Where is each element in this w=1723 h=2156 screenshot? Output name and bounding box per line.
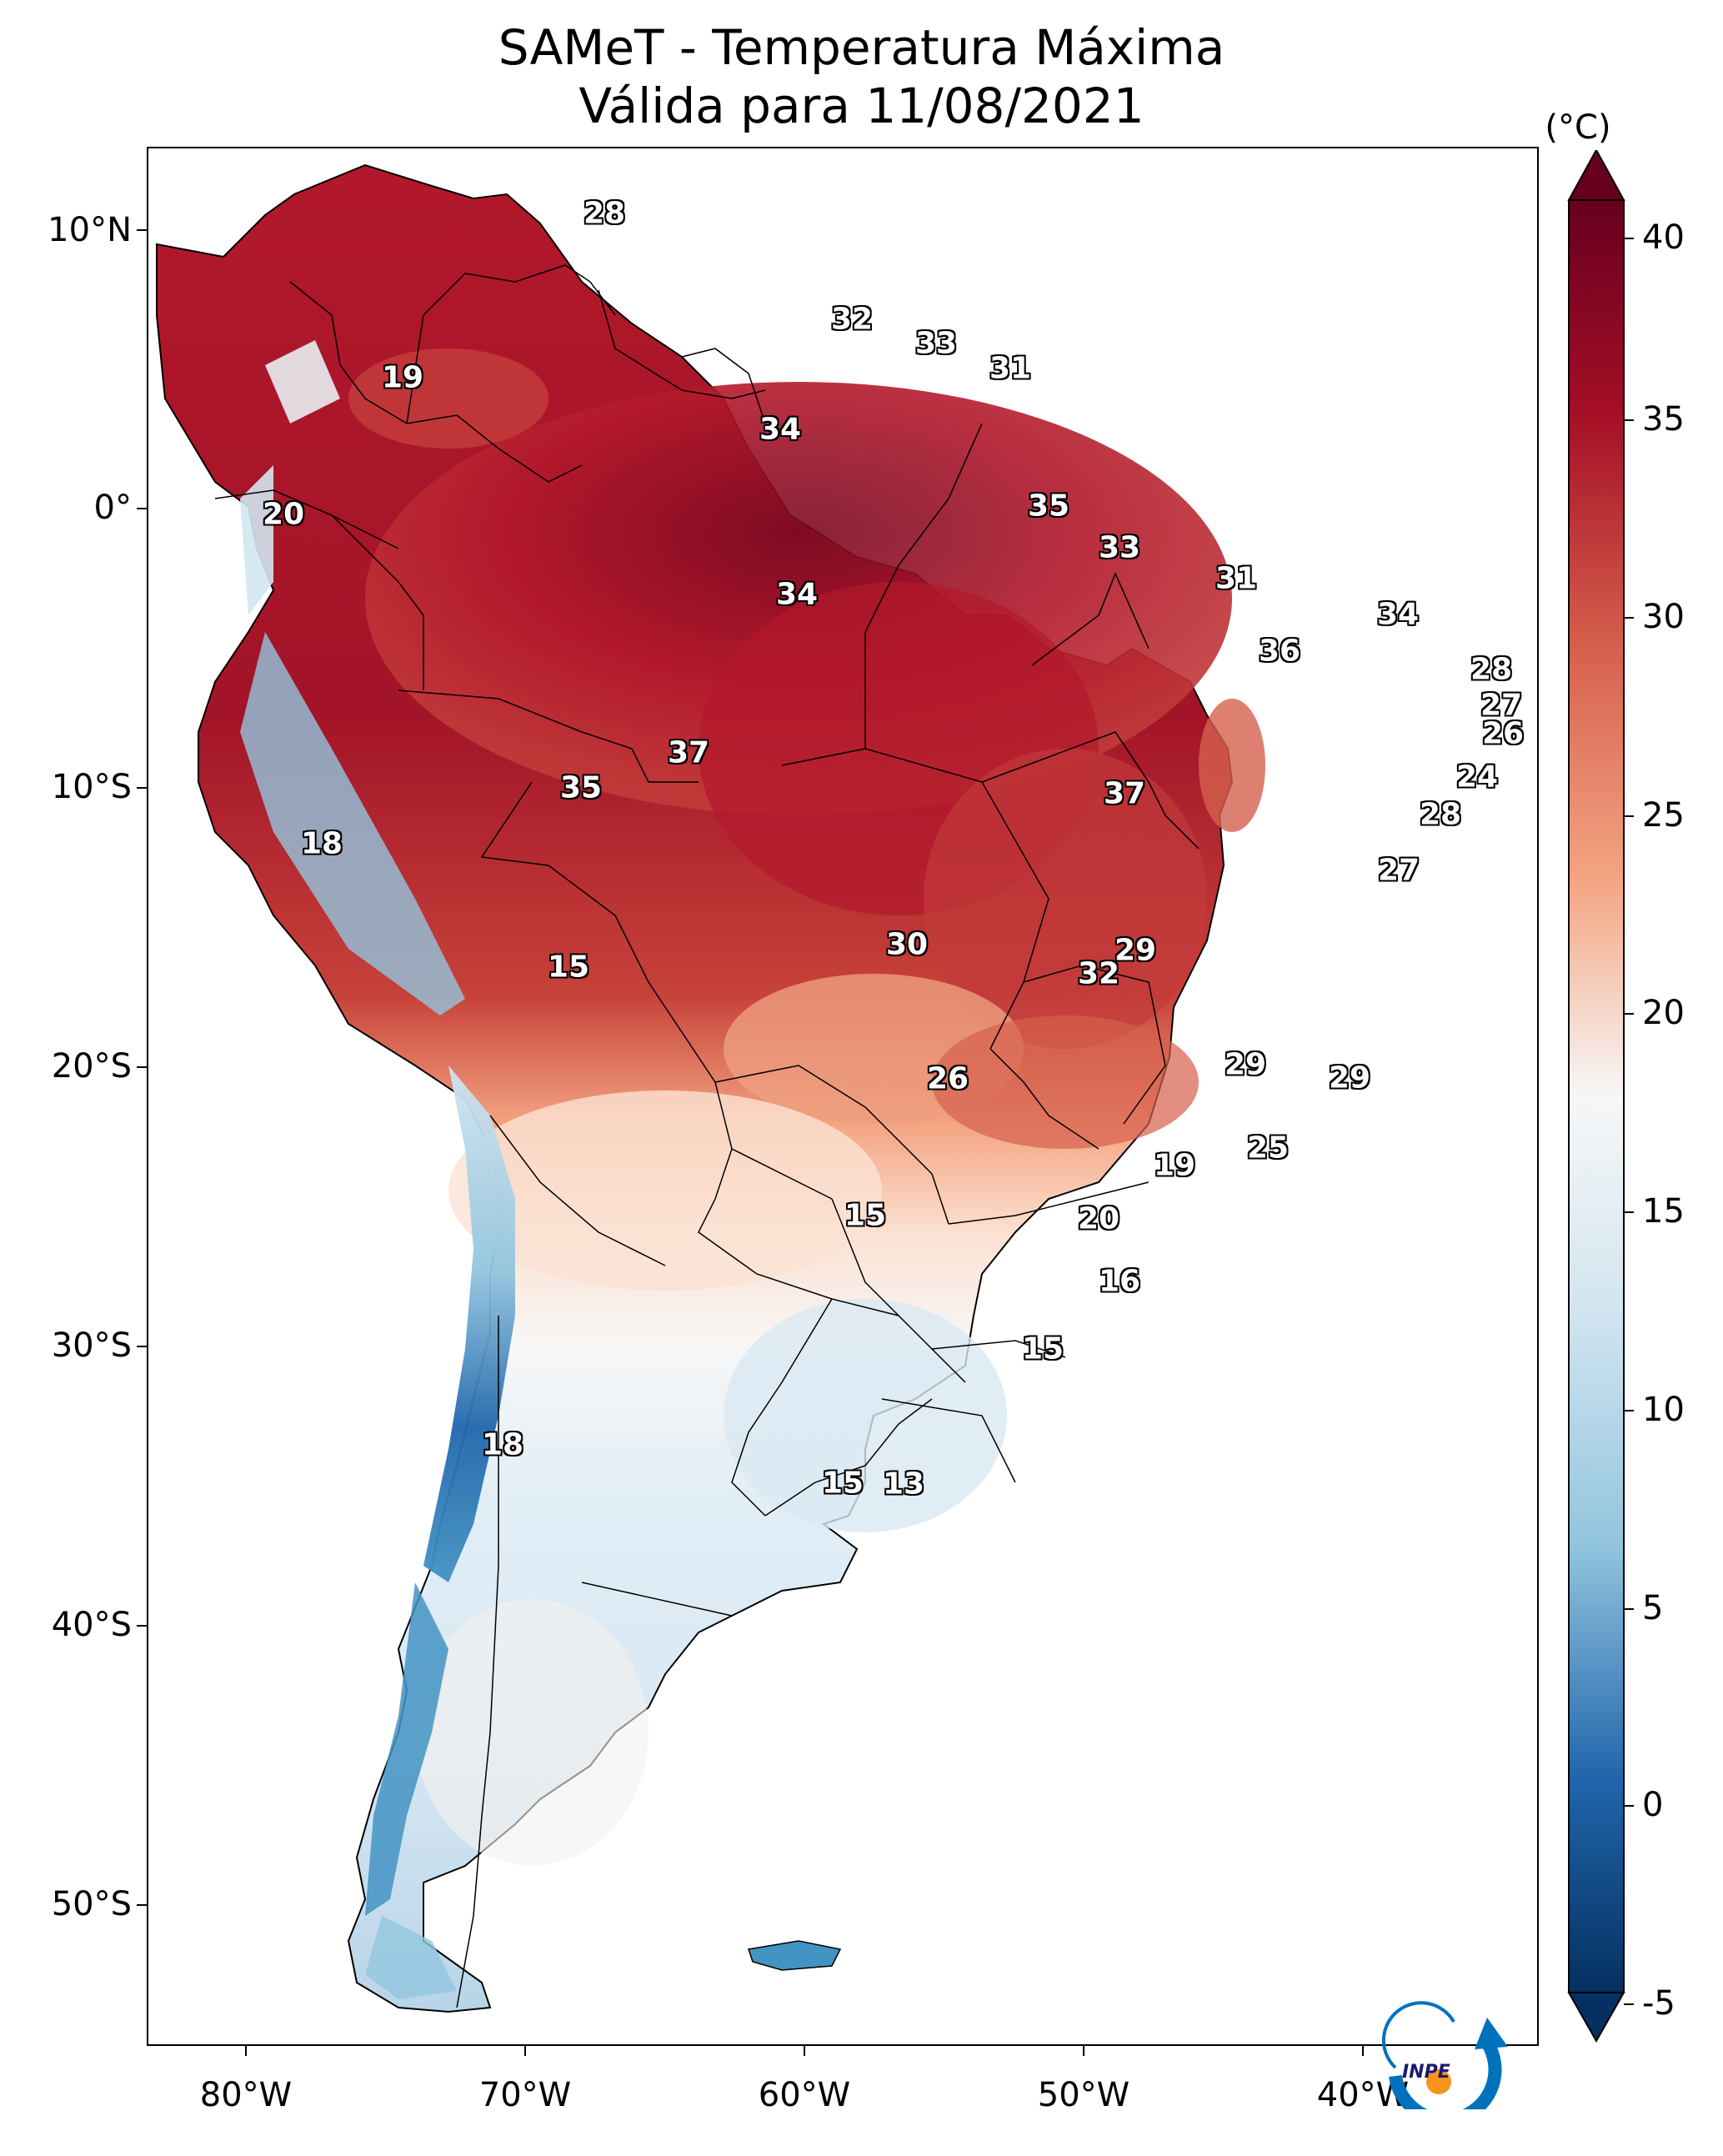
temp-label: 28 <box>1419 797 1462 832</box>
temp-label: 27 <box>1480 688 1523 723</box>
lon-tick <box>524 2046 526 2056</box>
lat-tick <box>137 229 147 231</box>
temp-label: 34 <box>775 577 819 612</box>
lat-tick <box>137 1625 147 1627</box>
temp-label: 37 <box>1103 776 1146 811</box>
temp-label: 35 <box>1027 489 1070 524</box>
lon-label-80w: 80°W <box>199 2076 293 2114</box>
colorbar-tick-10: 10 <box>1642 1391 1685 1429</box>
temp-label: 31 <box>1215 561 1258 596</box>
temp-label: 34 <box>1376 597 1420 632</box>
temp-label: 31 <box>989 351 1032 386</box>
falkland-islands <box>748 1940 842 1971</box>
political-borders <box>214 264 1200 2008</box>
colorbar-tick-35: 35 <box>1642 400 1685 439</box>
colorbar-tick-mark <box>1624 1608 1634 1610</box>
colorbar-tick-40: 40 <box>1642 218 1685 257</box>
temp-label: 29 <box>1328 1060 1371 1096</box>
colorbar-tick-mark <box>1624 617 1634 619</box>
lon-tick <box>245 2046 247 2056</box>
map-canvas <box>156 163 1265 2013</box>
temp-label: 16 <box>1098 1264 1141 1299</box>
temp-label: 37 <box>667 735 710 770</box>
temp-label: 26 <box>1481 716 1525 751</box>
temp-label: 19 <box>1153 1148 1196 1183</box>
colorbar-tick-15: 15 <box>1642 1192 1685 1231</box>
temp-label: 26 <box>926 1061 969 1096</box>
lat-label-0: 0° <box>93 489 132 527</box>
temp-label: 28 <box>583 196 626 231</box>
lat-label-50s: 50°S <box>51 1885 132 1923</box>
temp-label: 20 <box>262 497 305 532</box>
colorbar <box>1567 150 1625 2043</box>
colorbar-tick-5: 5 <box>1642 1589 1664 1627</box>
temp-label: 15 <box>547 950 590 985</box>
temp-label: 15 <box>821 1466 864 1501</box>
temp-label: 30 <box>885 927 929 962</box>
colorbar-tick-0: 0 <box>1642 1786 1664 1824</box>
temp-label: 28 <box>1470 652 1513 687</box>
temp-label: 24 <box>1455 760 1499 795</box>
temp-label: 18 <box>300 826 343 861</box>
colorbar-min-arrow <box>1567 1992 1625 2043</box>
colorbar-tick-neg5: -5 <box>1642 1984 1675 2023</box>
colorbar-tick-mark <box>1624 1211 1634 1213</box>
temp-label: 33 <box>1098 530 1141 565</box>
lon-tick <box>1083 2046 1084 2056</box>
lat-tick <box>137 1346 147 1347</box>
temp-label: 29 <box>1224 1047 1267 1082</box>
lon-label-70w: 70°W <box>478 2076 572 2114</box>
colorbar-tick-mark <box>1624 419 1634 421</box>
andes-cold-strip <box>265 340 340 424</box>
lat-label-40s: 40°S <box>51 1606 132 1644</box>
lat-tick <box>137 508 147 509</box>
logo-text: INPE <box>1402 2062 1450 2083</box>
colorbar-tick-25: 25 <box>1642 796 1685 835</box>
temp-label: 35 <box>559 770 603 805</box>
lat-label-10s: 10°S <box>51 768 132 806</box>
lat-label-10n: 10°N <box>48 211 132 249</box>
temp-label: 33 <box>914 326 958 361</box>
inpe-logo: INPE <box>1381 2001 1508 2109</box>
temp-label: 18 <box>481 1427 524 1462</box>
lat-tick <box>137 1066 147 1068</box>
temp-label: 15 <box>844 1198 887 1233</box>
lat-label-20s: 20°S <box>51 1047 132 1086</box>
temp-label: 15 <box>1021 1331 1064 1366</box>
lat-tick <box>137 1904 147 1906</box>
temp-label: 29 <box>1114 933 1157 968</box>
lon-label-50w: 50°W <box>1037 2076 1130 2114</box>
colorbar-tick-mark <box>1624 238 1634 239</box>
colorbar-max-arrow <box>1567 150 1625 201</box>
chart-title: SAMeT - Temperatura Máxima Válida para 1… <box>0 18 1723 135</box>
temp-label: 13 <box>882 1467 925 1502</box>
temp-label: 19 <box>381 360 424 395</box>
colorbar-tick-mark <box>1624 2003 1634 2005</box>
temp-label: 32 <box>1077 956 1120 991</box>
map-plot-area <box>147 147 1539 2046</box>
temp-label: 27 <box>1377 853 1420 888</box>
lat-label-30s: 30°S <box>51 1326 132 1365</box>
temp-label: 36 <box>1258 634 1301 669</box>
colorbar-unit: (°C) <box>1545 108 1611 147</box>
lon-label-60w: 60°W <box>758 2076 851 2114</box>
temp-label: 34 <box>759 412 802 447</box>
colorbar-tick-20: 20 <box>1642 994 1685 1032</box>
lon-tick <box>804 2046 805 2056</box>
lat-tick <box>137 787 147 789</box>
temp-label: 32 <box>830 302 874 337</box>
colorbar-tick-mark <box>1624 1805 1634 1807</box>
colorbar-tick-mark <box>1624 1013 1634 1015</box>
temp-label: 25 <box>1246 1131 1290 1166</box>
lon-tick <box>1362 2046 1364 2056</box>
title-line-1: SAMeT - Temperatura Máxima <box>498 19 1225 76</box>
colorbar-tick-mark <box>1624 815 1634 817</box>
colorbar-tick-mark <box>1624 1410 1634 1411</box>
temp-label: 20 <box>1077 1201 1120 1236</box>
colorbar-tick-30: 30 <box>1642 598 1685 636</box>
title-line-2: Válida para 11/08/2021 <box>579 78 1144 134</box>
